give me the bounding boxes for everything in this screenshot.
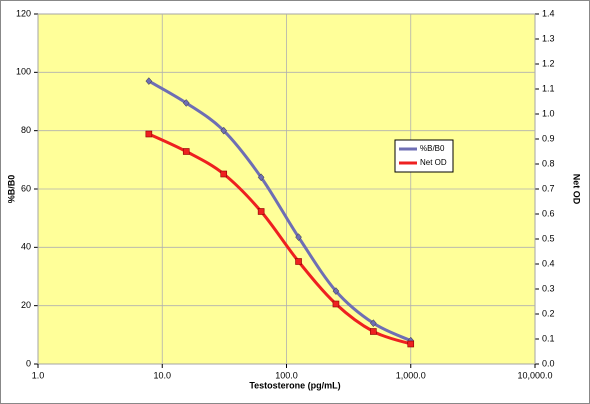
legend-box (394, 139, 454, 173)
point (370, 319, 377, 328)
y2-tick-label: 0.1 (542, 333, 555, 343)
y2-tick-label: 0.3 (542, 283, 555, 293)
y-tick-label: 20 (21, 300, 31, 310)
y2-tick-label: 0.6 (542, 208, 555, 218)
y2-tick-label: 0.0 (542, 358, 555, 368)
point (182, 99, 190, 107)
y-tick-label: 80 (21, 125, 31, 135)
y-tick-label: 0 (26, 358, 31, 368)
point (370, 328, 377, 335)
y-tick-label: 120 (16, 8, 31, 18)
y-tick-label: 40 (21, 242, 31, 252)
point (145, 77, 153, 85)
point (407, 340, 415, 348)
point (295, 233, 302, 242)
legend: %B/B0 Net OD (394, 139, 454, 173)
y2-axis-label: Net OD (572, 174, 582, 205)
legend-label: %B/B0 (420, 144, 445, 153)
y2-tick-label: 0.8 (542, 158, 555, 168)
y2-tick-label: 1.2 (542, 58, 555, 68)
y-axis-label: %B/B0 (6, 175, 16, 204)
point (332, 300, 340, 308)
y-tick-label: 60 (21, 183, 31, 193)
x-axis-label: Testosterone (pg/mL) (249, 380, 340, 390)
point (295, 258, 302, 265)
y2-tick-label: 1.3 (542, 33, 555, 43)
y2-tick-label: 1.1 (542, 83, 555, 93)
legend-label: Net OD (420, 158, 447, 167)
y2-tick-label: 1.0 (542, 108, 555, 118)
x-tick-label: 10,000.0 (517, 370, 552, 380)
x-tick-label: 100.0 (275, 370, 298, 380)
point (220, 170, 228, 178)
y2-tick-label: 0.4 (542, 258, 555, 268)
y2-tick-label: 0.5 (542, 233, 555, 243)
y2-tick-label: 0.7 (542, 183, 555, 193)
point (257, 173, 265, 182)
x-tick-label: 1,000.0 (396, 370, 426, 380)
point (257, 208, 265, 215)
series-line (148, 79, 412, 343)
point (182, 148, 190, 155)
y2-tick-label: 0.2 (542, 308, 555, 318)
point (145, 130, 153, 138)
point (220, 126, 228, 135)
y2-tick-label: 1.4 (542, 8, 555, 18)
y2-tick-label: 0.9 (542, 133, 555, 143)
x-tick-label: 10.0 (153, 370, 171, 380)
point (332, 287, 340, 295)
x-tick-label: 1.0 (32, 370, 45, 380)
y-tick-label: 100 (16, 67, 31, 77)
